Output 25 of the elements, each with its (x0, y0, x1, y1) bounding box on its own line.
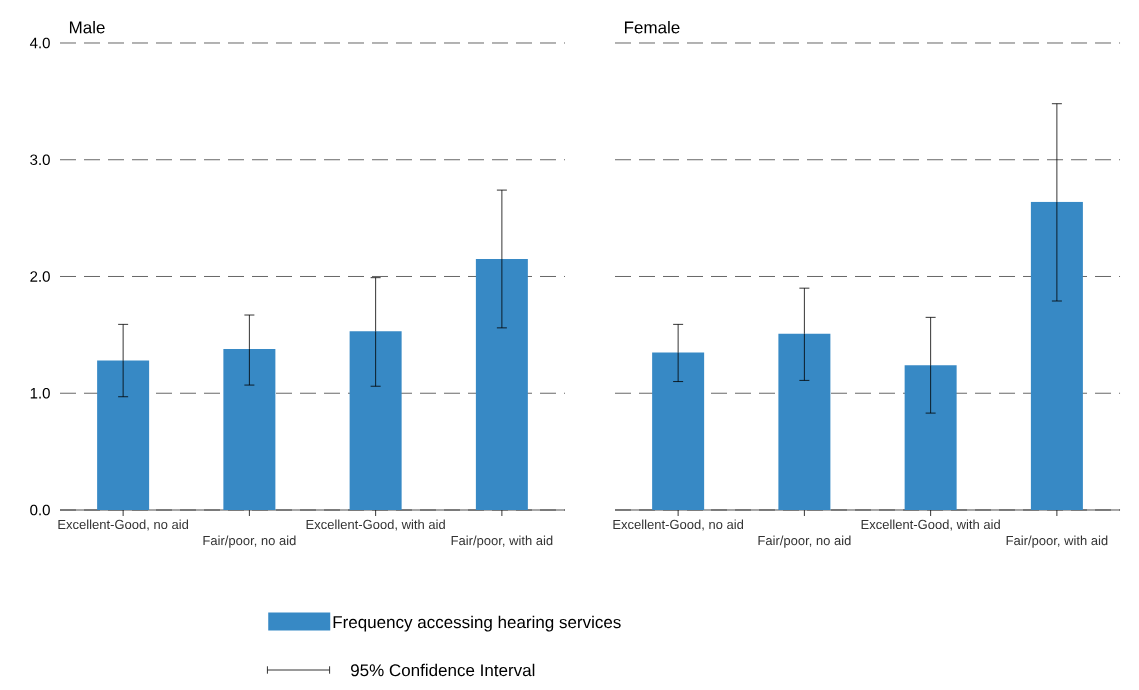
chart-title: Male (69, 20, 105, 34)
bar (652, 352, 705, 510)
bar (778, 333, 831, 510)
bar (1030, 201, 1083, 510)
y-tick-label: 1.0 (30, 387, 50, 399)
text: 95% Confidence Interval (351, 663, 535, 677)
bar (475, 258, 528, 510)
bar (223, 348, 276, 510)
chart-title: Female (624, 20, 680, 34)
x-tick-label: Excellent-Good, with aid (306, 519, 445, 531)
x-tick-label: Excellent-Good, with aid (861, 519, 1000, 531)
legend-label: Frequency accessing hearing services (333, 615, 621, 632)
x-tick-label: Excellent-Good, no aid (613, 519, 744, 531)
x-tick-label: Excellent-Good, no aid (58, 519, 189, 531)
x-tick-label: Fair/poor, with aid (451, 535, 553, 548)
x-tick-label: Fair/poor, no aid (758, 535, 851, 548)
y-tick-label: 4.0 (29, 37, 50, 49)
bar (904, 365, 957, 510)
bar (97, 360, 150, 510)
y-tick-label: 2.0 (30, 271, 50, 282)
y-tick-label: 0.0 (30, 504, 50, 516)
x-tick-label: Fair/poor, no aid (203, 535, 296, 548)
y-tick-label: 3.0 (30, 154, 50, 166)
bar (349, 331, 402, 510)
x-tick-label: Fair/poor, with aid (1006, 535, 1108, 548)
